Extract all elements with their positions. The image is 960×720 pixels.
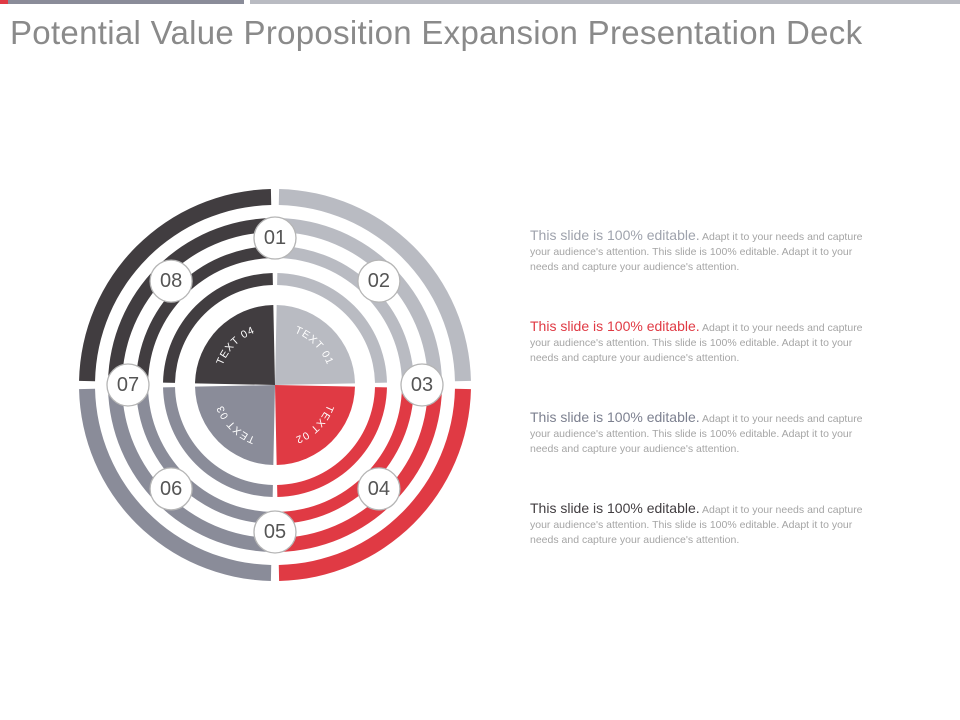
marker-02[interactable]: 02 xyxy=(357,259,401,303)
center-quadrant-text-04[interactable] xyxy=(195,305,275,385)
top-accent-bar xyxy=(0,0,8,4)
text-block-3: This slide is 100% editable. Adapt it to… xyxy=(530,410,875,501)
text-blocks: This slide is 100% editable. Adapt it to… xyxy=(530,228,875,592)
marker-03[interactable]: 03 xyxy=(400,363,444,407)
text-block-4-text: This slide is 100% editable. Adapt it to… xyxy=(530,501,875,548)
concentric-rings-diagram: TEXT 01 TEXT 02 TEXT 03 TEXT 04 01 02 03… xyxy=(79,189,471,581)
ring-3-bottom-right-segment xyxy=(277,387,414,524)
marker-04-label: 04 xyxy=(368,478,390,500)
text-block-1-text: This slide is 100% editable. Adapt it to… xyxy=(530,228,875,275)
marker-03-label: 03 xyxy=(411,374,433,396)
text-block-3-lead: This slide is 100% editable. xyxy=(530,409,700,425)
top-light-bar xyxy=(250,0,960,4)
ring-2-bottom-right-segment xyxy=(278,388,442,552)
text-block-4: This slide is 100% editable. Adapt it to… xyxy=(530,501,875,592)
top-dark-bar xyxy=(8,0,244,4)
text-block-2-body: Adapt it to your needs and capture your … xyxy=(530,322,863,364)
number-markers: 01 02 03 04 05 06 07 08 xyxy=(106,216,444,554)
center-quadrants xyxy=(195,305,355,465)
ring-2-top-left-segment xyxy=(108,218,272,382)
text-block-3-text: This slide is 100% editable. Adapt it to… xyxy=(530,410,875,457)
marker-05[interactable]: 05 xyxy=(253,510,297,554)
ring-1-top-left-segment xyxy=(79,189,272,382)
ring-4-top-right-segment xyxy=(277,273,387,383)
text-block-1: This slide is 100% editable. Adapt it to… xyxy=(530,228,875,319)
ring-4-top-left-segment xyxy=(163,273,273,383)
slide-title: Potential Value Proposition Expansion Pr… xyxy=(10,14,863,51)
ring-3-bottom-left-segment xyxy=(136,387,273,524)
marker-04[interactable]: 04 xyxy=(357,467,401,511)
text-block-4-lead: This slide is 100% editable. xyxy=(530,500,700,516)
marker-06[interactable]: 06 xyxy=(149,467,193,511)
ring-4-bottom-left-segment xyxy=(163,387,273,497)
text-block-1-body: Adapt it to your needs and capture your … xyxy=(530,231,863,273)
marker-07[interactable]: 07 xyxy=(106,363,150,407)
marker-08-label: 08 xyxy=(160,270,182,292)
ring-3-top-right-segment xyxy=(277,246,414,383)
ring-4-bottom-right-segment xyxy=(277,387,387,497)
center-quadrant-text-03[interactable] xyxy=(195,385,275,465)
text-block-4-body: Adapt it to your needs and capture your … xyxy=(530,504,863,546)
marker-07-label: 07 xyxy=(117,374,139,396)
marker-06-label: 06 xyxy=(160,478,182,500)
ring-1-bottom-left-segment xyxy=(79,388,272,581)
ring-3-top-left-segment xyxy=(136,246,273,383)
text-block-1-lead: This slide is 100% editable. xyxy=(530,227,700,243)
marker-05-label: 05 xyxy=(264,521,286,543)
marker-01[interactable]: 01 xyxy=(253,216,297,260)
marker-08[interactable]: 08 xyxy=(149,259,193,303)
ring-2-bottom-left-segment xyxy=(108,388,272,552)
ring-2-top-right-segment xyxy=(278,218,442,382)
text-block-3-body: Adapt it to your needs and capture your … xyxy=(530,413,863,455)
ring-1-top-right-segment xyxy=(278,189,471,382)
ring-1-bottom-right-segment xyxy=(278,388,471,581)
ring-segments xyxy=(79,189,471,581)
text-block-2-text: This slide is 100% editable. Adapt it to… xyxy=(530,319,875,366)
text-block-2-lead: This slide is 100% editable. xyxy=(530,318,700,334)
marker-02-label: 02 xyxy=(368,270,390,292)
text-block-2: This slide is 100% editable. Adapt it to… xyxy=(530,319,875,410)
center-quadrant-text-01[interactable] xyxy=(275,305,355,385)
marker-01-label: 01 xyxy=(264,227,286,249)
center-quadrant-text-02[interactable] xyxy=(275,385,355,465)
